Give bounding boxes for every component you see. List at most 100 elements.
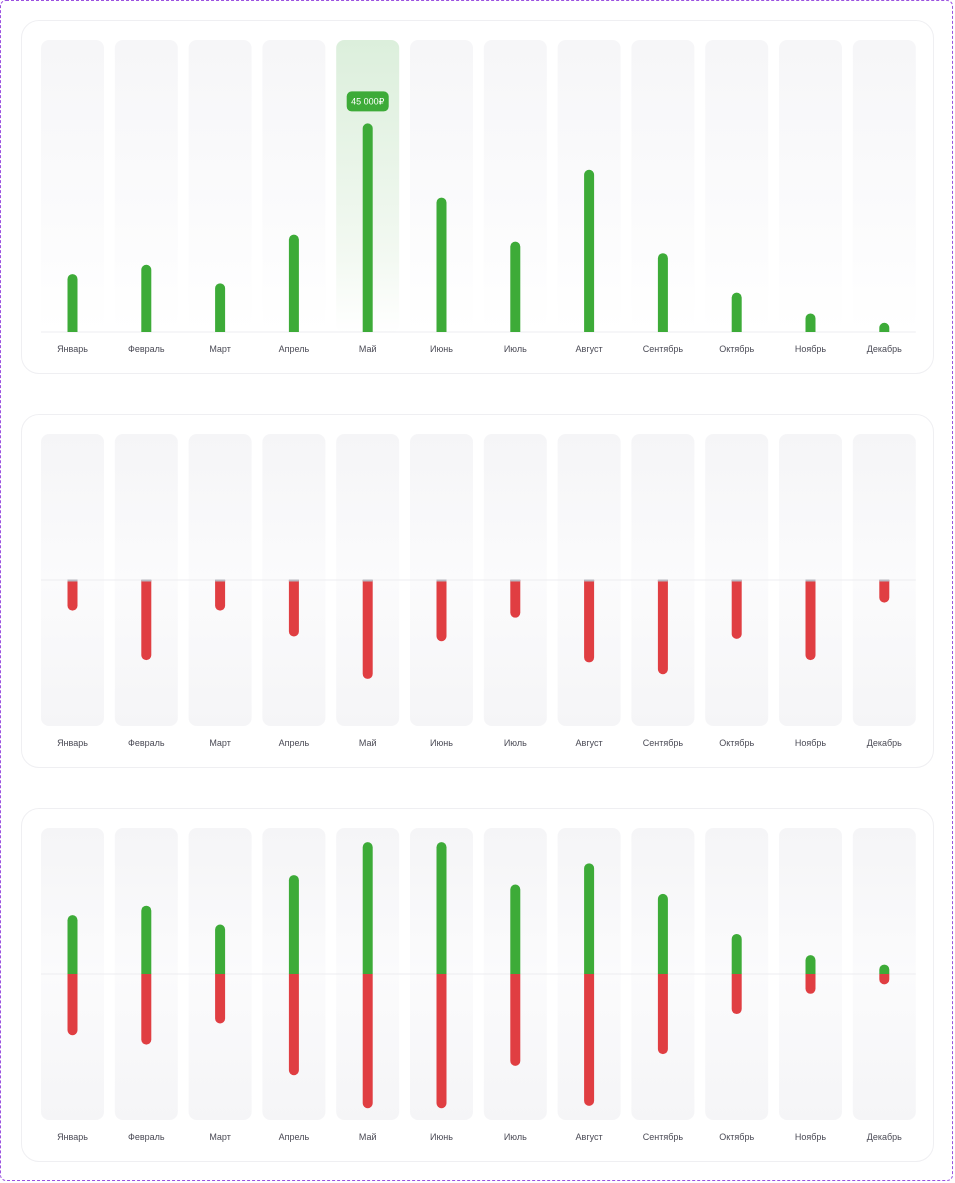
expense-bar-10[interactable] xyxy=(731,580,742,639)
month-column-11[interactable] xyxy=(779,40,842,333)
expense-bar-6[interactable] xyxy=(436,580,447,642)
month-column-4[interactable] xyxy=(262,40,326,333)
expense-bar-1[interactable] xyxy=(67,580,78,611)
income-bar-10[interactable] xyxy=(731,933,742,974)
month-label-10: Октябрь xyxy=(719,738,754,748)
month-label-12: Декабрь xyxy=(867,344,902,354)
income-bar-2[interactable] xyxy=(141,905,152,974)
month-label-11: Ноябрь xyxy=(795,1132,827,1142)
bar-cap-11 xyxy=(805,579,816,582)
month-label-1: Январь xyxy=(57,1132,88,1142)
expense-chart-card: Январь Февраль Март Апрель Май Июнь Июль Август… xyxy=(21,414,934,768)
expense-bar-12[interactable] xyxy=(879,974,890,985)
month-label-9: Сентябрь xyxy=(643,1132,684,1142)
income-bar-7[interactable] xyxy=(510,241,521,332)
month-label-7: Июль xyxy=(504,344,527,354)
expense-bar-5[interactable] xyxy=(362,580,373,679)
month-label-3: Март xyxy=(209,1132,231,1142)
month-label-8: Август xyxy=(576,738,603,748)
bar-cap-3 xyxy=(215,579,226,582)
income-bar-9[interactable] xyxy=(657,893,668,974)
month-label-5: Май xyxy=(359,738,377,748)
month-label-8: Август xyxy=(576,344,603,354)
month-label-2: Февраль xyxy=(128,344,165,354)
month-label-7: Июль xyxy=(504,738,527,748)
income-bar-4[interactable] xyxy=(288,875,299,974)
expense-bar-4[interactable] xyxy=(288,974,299,1076)
month-column-7[interactable] xyxy=(483,40,547,333)
income-bar-3[interactable] xyxy=(215,924,226,974)
month-label-11: Ноябрь xyxy=(795,738,827,748)
expense-bar-1[interactable] xyxy=(67,974,78,1036)
expense-bar-6[interactable] xyxy=(436,974,447,1109)
bar-cap-5 xyxy=(362,579,373,582)
month-label-3: Март xyxy=(209,344,231,354)
income-bar-11[interactable] xyxy=(805,955,816,974)
expense-bar-7[interactable] xyxy=(510,974,521,1066)
expense-bar-8[interactable] xyxy=(584,580,595,663)
month-label-11: Ноябрь xyxy=(795,344,827,354)
income-bar-2[interactable] xyxy=(141,264,152,332)
tooltip-value: 45 000₽ xyxy=(351,96,385,106)
expense-bar-7[interactable] xyxy=(510,580,521,618)
month-label-8: Август xyxy=(576,1132,603,1142)
month-label-4: Апрель xyxy=(279,1132,310,1142)
month-column-1[interactable] xyxy=(41,40,104,333)
income-bar-5[interactable] xyxy=(362,842,373,974)
bar-cap-6 xyxy=(436,579,447,582)
month-label-3: Март xyxy=(209,738,231,748)
income-bar-10[interactable] xyxy=(731,292,742,332)
income-bar-3[interactable] xyxy=(215,283,226,332)
expense-bar-3[interactable] xyxy=(215,580,226,611)
month-label-12: Декабрь xyxy=(867,738,902,748)
expense-bar-9[interactable] xyxy=(657,580,668,675)
expense-bar-12[interactable] xyxy=(879,580,890,603)
expense-bar-9[interactable] xyxy=(657,974,668,1055)
income-bar-12[interactable] xyxy=(879,322,890,332)
income-bar-8[interactable] xyxy=(584,863,595,974)
expense-chart: Январь Февраль Март Апрель Май Июнь Июль Август… xyxy=(41,434,916,748)
month-label-9: Сентябрь xyxy=(643,344,684,354)
month-label-6: Июнь xyxy=(430,1132,453,1142)
month-column-2[interactable] xyxy=(114,40,178,333)
income-bar-1[interactable] xyxy=(67,274,78,332)
income-bar-8[interactable] xyxy=(584,169,595,332)
month-column-9[interactable] xyxy=(631,40,695,333)
income-chart: 45 000₽ Январь Февраль Март Апрель Май Июнь Июл… xyxy=(41,40,916,354)
expense-bar-11[interactable] xyxy=(805,974,816,994)
income-bar-11[interactable] xyxy=(805,313,816,332)
month-column-12[interactable] xyxy=(852,40,916,333)
income-bar-12[interactable] xyxy=(879,964,890,974)
bar-cap-7 xyxy=(510,579,521,582)
month-label-2: Февраль xyxy=(128,1132,165,1142)
month-label-10: Октябрь xyxy=(719,344,754,354)
month-column-10[interactable] xyxy=(705,40,769,333)
expense-bar-8[interactable] xyxy=(584,974,595,1106)
expense-bar-5[interactable] xyxy=(362,974,373,1109)
bar-cap-1 xyxy=(67,579,78,582)
expense-bar-4[interactable] xyxy=(288,580,299,637)
expense-bar-11[interactable] xyxy=(805,580,816,661)
bar-cap-10 xyxy=(731,579,742,582)
income-bar-5[interactable] xyxy=(362,123,373,332)
income-bar-4[interactable] xyxy=(288,234,299,332)
balance-chart: Январь Февраль Март Апрель Май Июнь Июль Август… xyxy=(41,828,916,1142)
value-tooltip: 45 000₽ xyxy=(346,91,389,112)
income-bar-7[interactable] xyxy=(510,884,521,974)
expense-bar-2[interactable] xyxy=(141,580,152,661)
month-label-6: Июнь xyxy=(430,738,453,748)
balance-chart-card: Январь Февраль Март Апрель Май Июнь Июль Август… xyxy=(21,808,934,1162)
expense-bar-3[interactable] xyxy=(215,974,226,1024)
month-label-5: Май xyxy=(359,1132,377,1142)
bar-cap-2 xyxy=(141,579,152,582)
month-label-4: Апрель xyxy=(279,738,310,748)
income-bar-6[interactable] xyxy=(436,842,447,974)
bar-cap-9 xyxy=(657,579,668,582)
month-column-3[interactable] xyxy=(188,40,252,333)
expense-bar-2[interactable] xyxy=(141,974,152,1045)
month-column-6[interactable] xyxy=(410,40,473,333)
expense-bar-10[interactable] xyxy=(731,974,742,1015)
income-bar-9[interactable] xyxy=(657,253,668,332)
income-bar-6[interactable] xyxy=(436,197,447,332)
income-bar-1[interactable] xyxy=(67,915,78,974)
